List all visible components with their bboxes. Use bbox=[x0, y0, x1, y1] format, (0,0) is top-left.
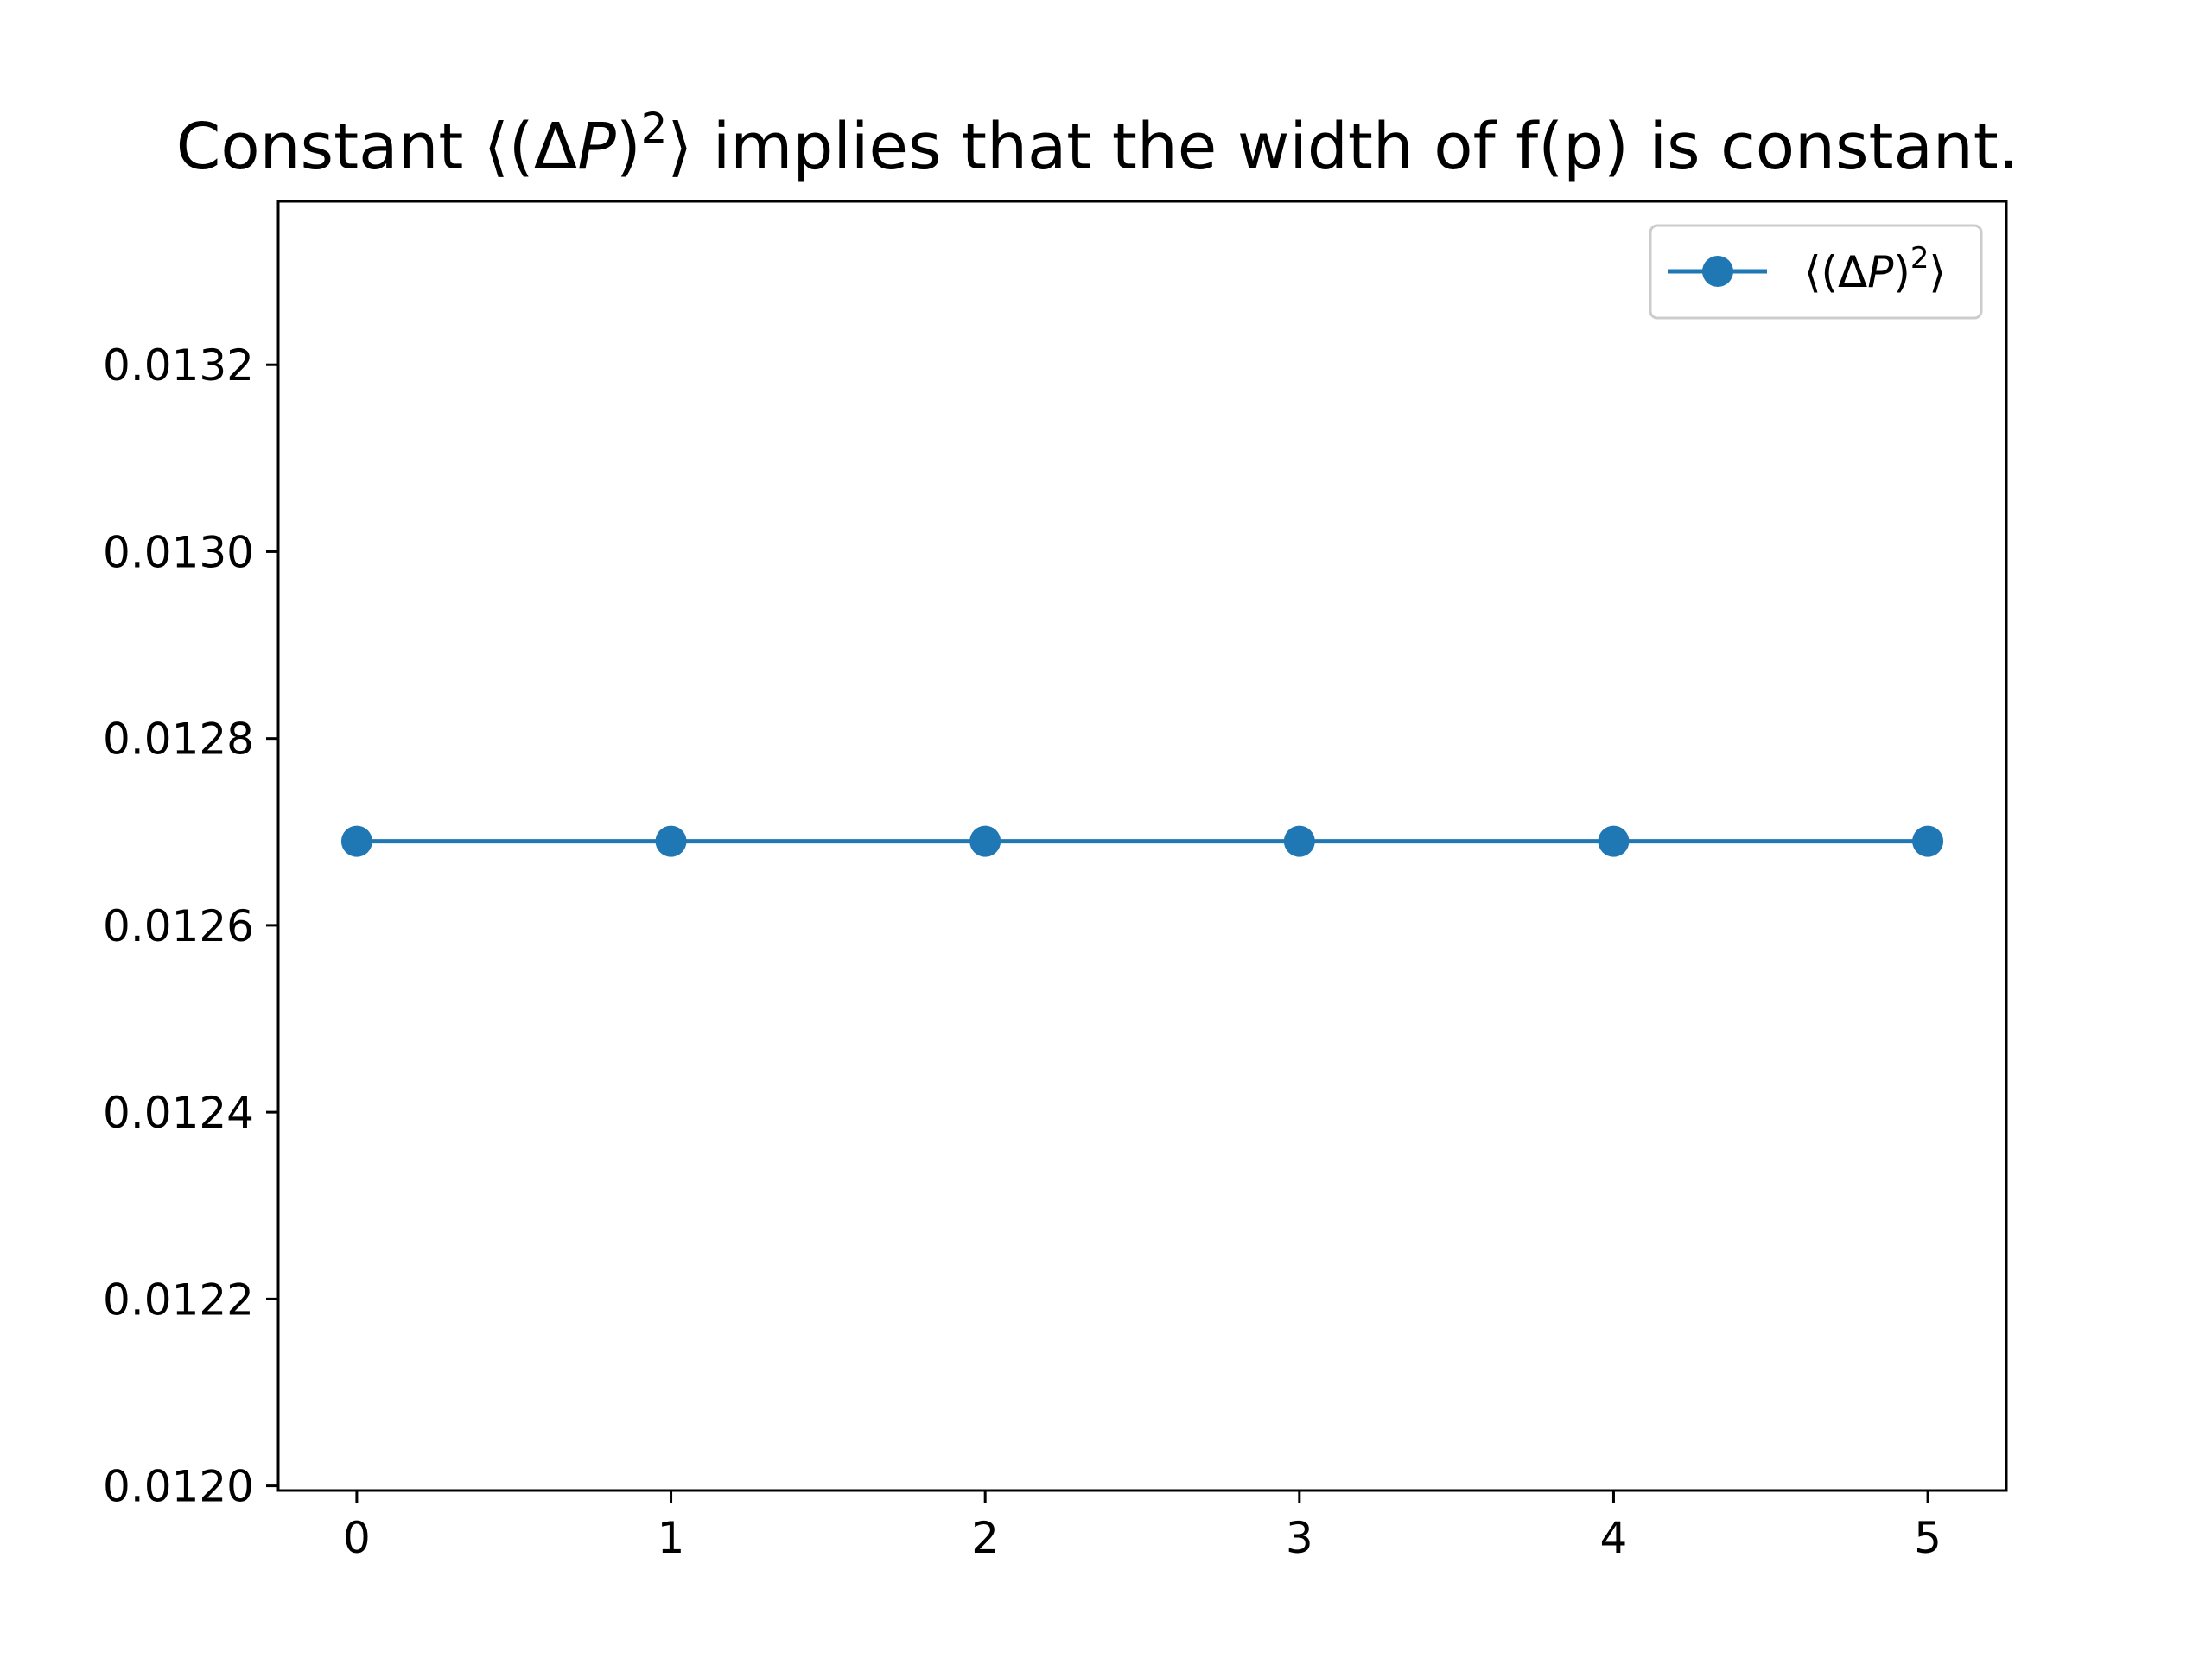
x-tick-label: 5 bbox=[1914, 1513, 1942, 1563]
y-tick-label: 0.0128 bbox=[103, 715, 254, 765]
y-axis-ticks: 0.0120 0.0122 0.0124 0.0126 0.0128 0.0130 0.01… bbox=[103, 340, 278, 1512]
y-tick-label: 0.0132 bbox=[103, 340, 254, 391]
y-tick-label: 0.0124 bbox=[103, 1088, 254, 1138]
legend-marker-sample bbox=[1702, 256, 1733, 287]
y-tick-label: 0.0126 bbox=[103, 901, 254, 951]
legend: ⟨(ΔP)2⟩ bbox=[1649, 224, 1983, 320]
data-point bbox=[655, 825, 687, 857]
data-point bbox=[1912, 825, 1944, 857]
y-tick-label: 0.0130 bbox=[103, 527, 254, 577]
x-axis-ticks: 0 1 2 3 4 5 bbox=[343, 1491, 1942, 1563]
x-tick-label: 3 bbox=[1286, 1513, 1313, 1563]
x-tick-label: 4 bbox=[1600, 1513, 1628, 1563]
y-tick-label: 0.0120 bbox=[103, 1462, 254, 1512]
x-tick-label: 2 bbox=[971, 1513, 999, 1563]
data-point bbox=[340, 825, 372, 857]
data-point bbox=[969, 825, 1001, 857]
x-tick-label: 0 bbox=[343, 1513, 371, 1563]
legend-box bbox=[1649, 224, 1983, 320]
y-tick-label: 0.0122 bbox=[103, 1274, 254, 1325]
legend-label: ⟨(ΔP)2⟩ bbox=[1804, 241, 1946, 297]
data-point bbox=[1598, 825, 1630, 857]
chart-title: Constant ⟨(ΔP)2⟩ implies that the width … bbox=[176, 105, 2019, 184]
plot-area bbox=[276, 200, 2008, 1492]
x-tick-label: 1 bbox=[658, 1513, 685, 1563]
data-point bbox=[1283, 825, 1315, 857]
series-layer bbox=[340, 825, 1944, 857]
